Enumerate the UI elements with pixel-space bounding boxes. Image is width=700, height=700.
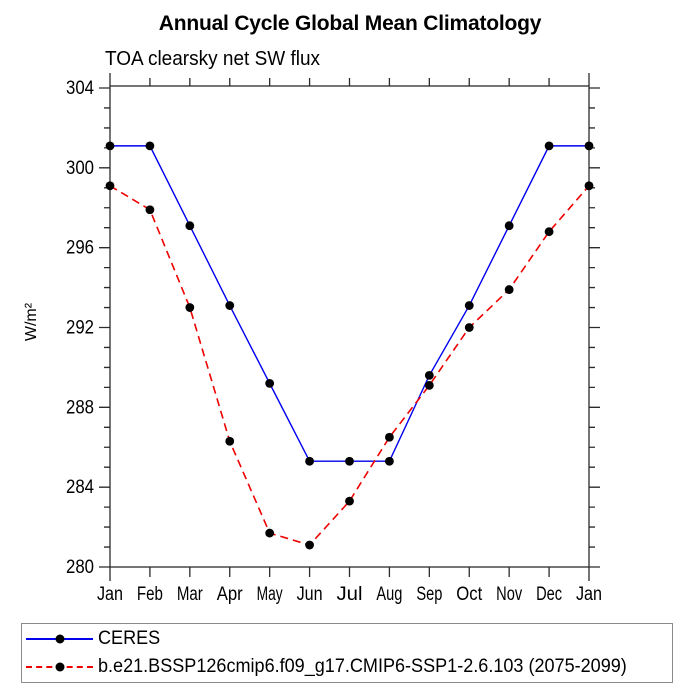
x-tick-label: Dec	[536, 584, 562, 605]
legend-label-ceres: CERES	[98, 628, 161, 649]
x-tick-label: Aug	[376, 584, 402, 605]
x-axis-ticks: Jan Feb Mar Apr May Jun Jul Aug Sep Oct Nov Dec Jan	[97, 73, 602, 605]
y-tick-label: 288	[66, 397, 94, 418]
x-tick-label: Jun	[297, 584, 323, 605]
chart-title: Annual Cycle Global Mean Climatology	[158, 12, 542, 35]
y-tick-label: 296	[66, 238, 94, 259]
plot-frame	[109, 85, 590, 568]
chart-subtitle: TOA clearsky net SW flux	[105, 48, 321, 70]
x-tick-label: Jul	[337, 584, 363, 605]
x-tick-label: Sep	[416, 584, 442, 605]
x-tick-label: Nov	[496, 584, 522, 605]
y-tick-label: 304	[66, 78, 94, 99]
series-0	[105, 141, 594, 466]
model-line-sample	[26, 662, 93, 673]
ceres-line-sample	[26, 634, 93, 645]
y-tick-label: 284	[66, 477, 94, 498]
marker-dot-icon	[55, 634, 64, 644]
x-tick-label: Jan	[576, 584, 602, 605]
x-tick-label: Oct	[456, 584, 483, 605]
x-tick-label: May	[257, 584, 283, 605]
y-axis-ticks: 280 284 288 292 296 300 304	[66, 78, 600, 578]
legend-item-model: b.e21.BSSP126cmip6.f09_g17.CMIP6-SSP1-2.…	[22, 653, 672, 681]
series-1	[105, 181, 594, 550]
legend: CERES b.e21.BSSP126cmip6.f09_g17.CMIP6-S…	[21, 623, 673, 683]
legend-label-model: b.e21.BSSP126cmip6.f09_g17.CMIP6-SSP1-2.…	[98, 656, 627, 677]
x-tick-label: Feb	[137, 584, 163, 605]
x-tick-label: Mar	[177, 584, 204, 605]
x-tick-label: Jan	[97, 584, 123, 605]
y-tick-label: 292	[66, 317, 94, 338]
y-tick-label: 280	[66, 557, 94, 578]
legend-item-ceres: CERES	[22, 625, 672, 653]
x-tick-label: Apr	[217, 584, 244, 605]
marker-dot-icon	[55, 662, 64, 672]
y-tick-label: 300	[66, 158, 94, 179]
